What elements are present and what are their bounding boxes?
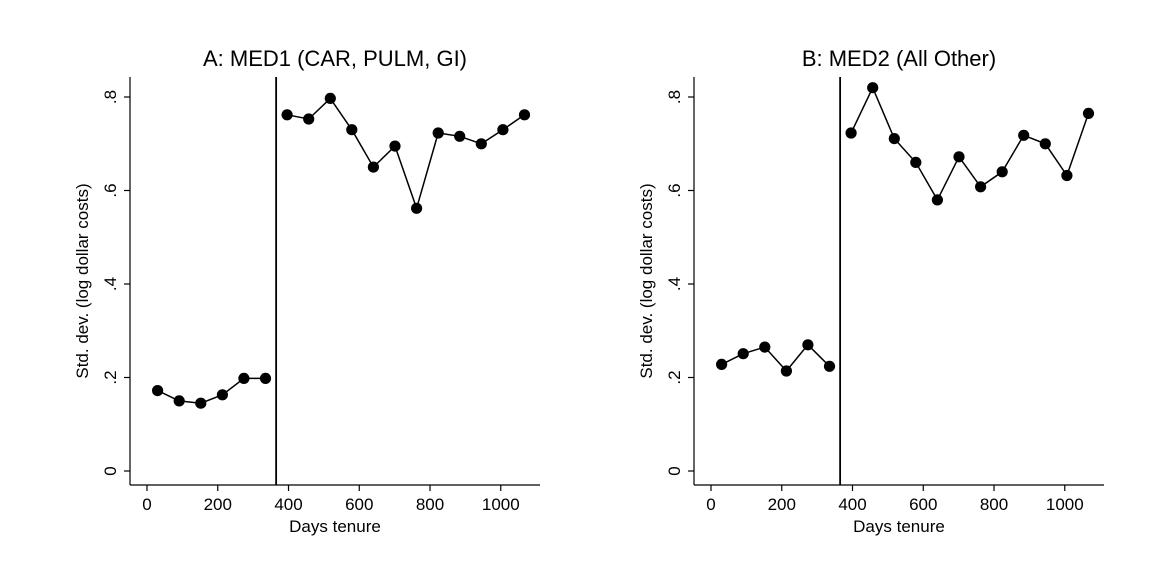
data-point <box>216 389 228 401</box>
x-tick-label: 0 <box>142 495 151 514</box>
x-tick-label: 600 <box>909 495 937 514</box>
x-tick-label: 200 <box>768 495 796 514</box>
data-point <box>238 372 250 384</box>
data-point <box>303 113 315 125</box>
data-point <box>910 156 922 168</box>
y-tick-label: .4 <box>101 277 120 291</box>
data-point <box>389 140 401 152</box>
panel-a: A: MED1 (CAR, PULM, GI) 0 200 400 600 800 1000… <box>73 46 540 536</box>
x-tick-label: 600 <box>345 495 373 514</box>
data-point <box>367 161 379 173</box>
data-point <box>845 127 857 139</box>
y-tick-label: .2 <box>101 370 120 384</box>
data-point <box>497 124 509 136</box>
x-tick-label: 0 <box>706 495 715 514</box>
x-axis-title: Days tenure <box>853 517 945 536</box>
y-tick-label: .4 <box>665 277 684 291</box>
data-point <box>1061 169 1073 182</box>
data-point <box>454 130 466 142</box>
data-point <box>411 202 423 214</box>
y-tick-label: .2 <box>665 370 684 384</box>
data-point <box>759 341 771 353</box>
data-point <box>931 194 944 206</box>
series-line <box>721 343 831 373</box>
data-point <box>975 181 987 193</box>
x-axis-title: Days tenure <box>289 517 381 536</box>
data-point <box>173 395 185 407</box>
y-axis-title: Std. dev. (log dollar costs) <box>73 183 92 378</box>
y-tick-label: 0 <box>665 466 684 475</box>
data-point <box>802 339 814 351</box>
data-point <box>1018 129 1030 141</box>
x-tick-label: 1000 <box>482 495 520 514</box>
data-point <box>346 124 358 136</box>
data-point <box>475 138 487 150</box>
panel-b: B: MED2 (All Other) 0 200 400 600 800 1000 0 .2.… <box>637 46 1104 536</box>
y-tick-label: .8 <box>665 90 684 104</box>
x-tick-label: 800 <box>416 495 444 514</box>
series-line <box>286 97 525 211</box>
x-tick-label: 1000 <box>1046 495 1084 514</box>
data-point <box>888 133 900 145</box>
y-tick-label: .6 <box>101 183 120 197</box>
series-line <box>850 85 1090 202</box>
chart-title: A: MED1 (CAR, PULM, GI) <box>203 46 467 71</box>
data-point <box>152 385 164 397</box>
data-point <box>195 397 207 409</box>
data-point <box>432 127 444 139</box>
data-point <box>716 358 728 370</box>
data-point <box>867 82 879 94</box>
y-axis-title: Std. dev. (log dollar costs) <box>637 183 656 378</box>
y-tick-label: .8 <box>101 90 120 104</box>
data-point <box>324 92 336 104</box>
data-point <box>518 109 531 121</box>
data-point <box>1039 138 1051 150</box>
data-point <box>1082 107 1095 119</box>
data-point <box>780 365 793 377</box>
y-tick-label: 0 <box>101 466 120 475</box>
data-point <box>259 372 272 384</box>
data-point <box>823 360 836 372</box>
x-tick-label: 800 <box>980 495 1008 514</box>
x-tick-label: 200 <box>204 495 232 514</box>
y-tick-label: .6 <box>665 183 684 197</box>
data-point <box>737 348 749 360</box>
data-point <box>953 151 965 163</box>
x-tick-label: 400 <box>838 495 866 514</box>
data-point <box>281 109 293 121</box>
data-point <box>996 166 1008 178</box>
x-tick-label: 400 <box>274 495 302 514</box>
chart-title: B: MED2 (All Other) <box>802 46 996 71</box>
